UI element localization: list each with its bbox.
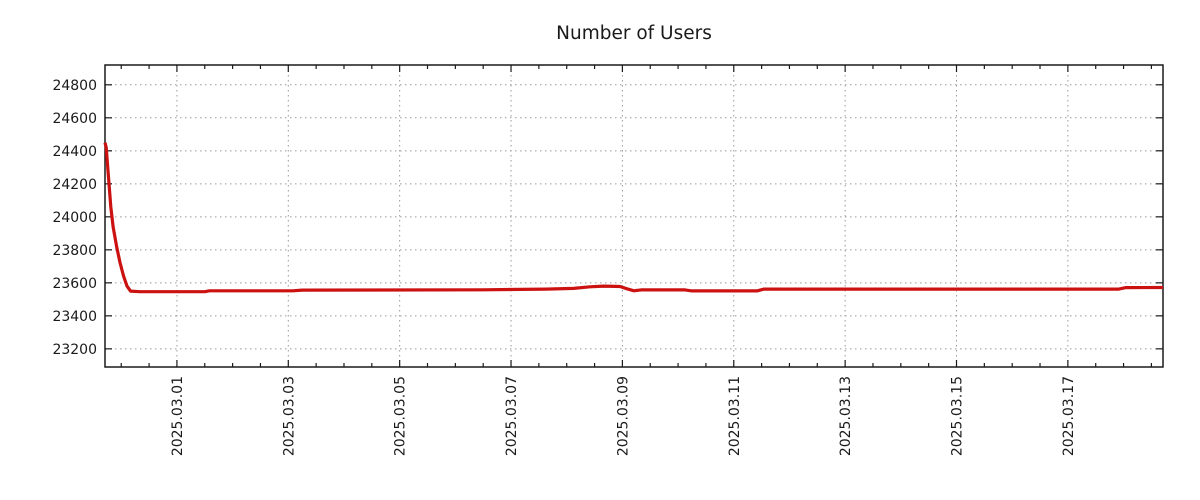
- y-tick-label: 23400: [52, 309, 97, 325]
- y-tick-label: 24200: [52, 177, 97, 193]
- x-tick-label: 2025.03.03: [281, 376, 297, 456]
- y-tick-label: 24600: [52, 111, 97, 127]
- x-tick-label: 2025.03.09: [615, 376, 631, 456]
- y-tick-label: 24000: [52, 210, 97, 226]
- axis-labels: 2025.03.01 2025.03.03 2025.03.05 2025.03.07…: [52, 78, 1076, 456]
- y-tick-label: 24400: [52, 144, 97, 160]
- plot-border: [104, 64, 1164, 368]
- y-tick-label: 23200: [52, 342, 97, 358]
- x-tick-label: 2025.03.01: [170, 376, 186, 456]
- x-tick-label: 2025.03.05: [393, 376, 409, 456]
- y-tick-label: 23800: [52, 243, 97, 259]
- x-tick-label: 2025.03.17: [1061, 376, 1077, 456]
- data-series: [103, 142, 1164, 294]
- y-tick-label: 23600: [52, 276, 97, 292]
- gridlines: [105, 65, 1163, 367]
- chart-title: Number of Users: [556, 23, 712, 44]
- x-tick-label: 2025.03.13: [838, 376, 854, 456]
- x-tick-label: 2025.03.11: [727, 376, 743, 456]
- axes: [104, 64, 1164, 368]
- series-line-number-of-users: [103, 142, 1164, 294]
- y-tick-label: 24800: [52, 78, 97, 94]
- x-tick-label: 2025.03.15: [950, 376, 966, 456]
- x-tick-label: 2025.03.07: [504, 376, 520, 456]
